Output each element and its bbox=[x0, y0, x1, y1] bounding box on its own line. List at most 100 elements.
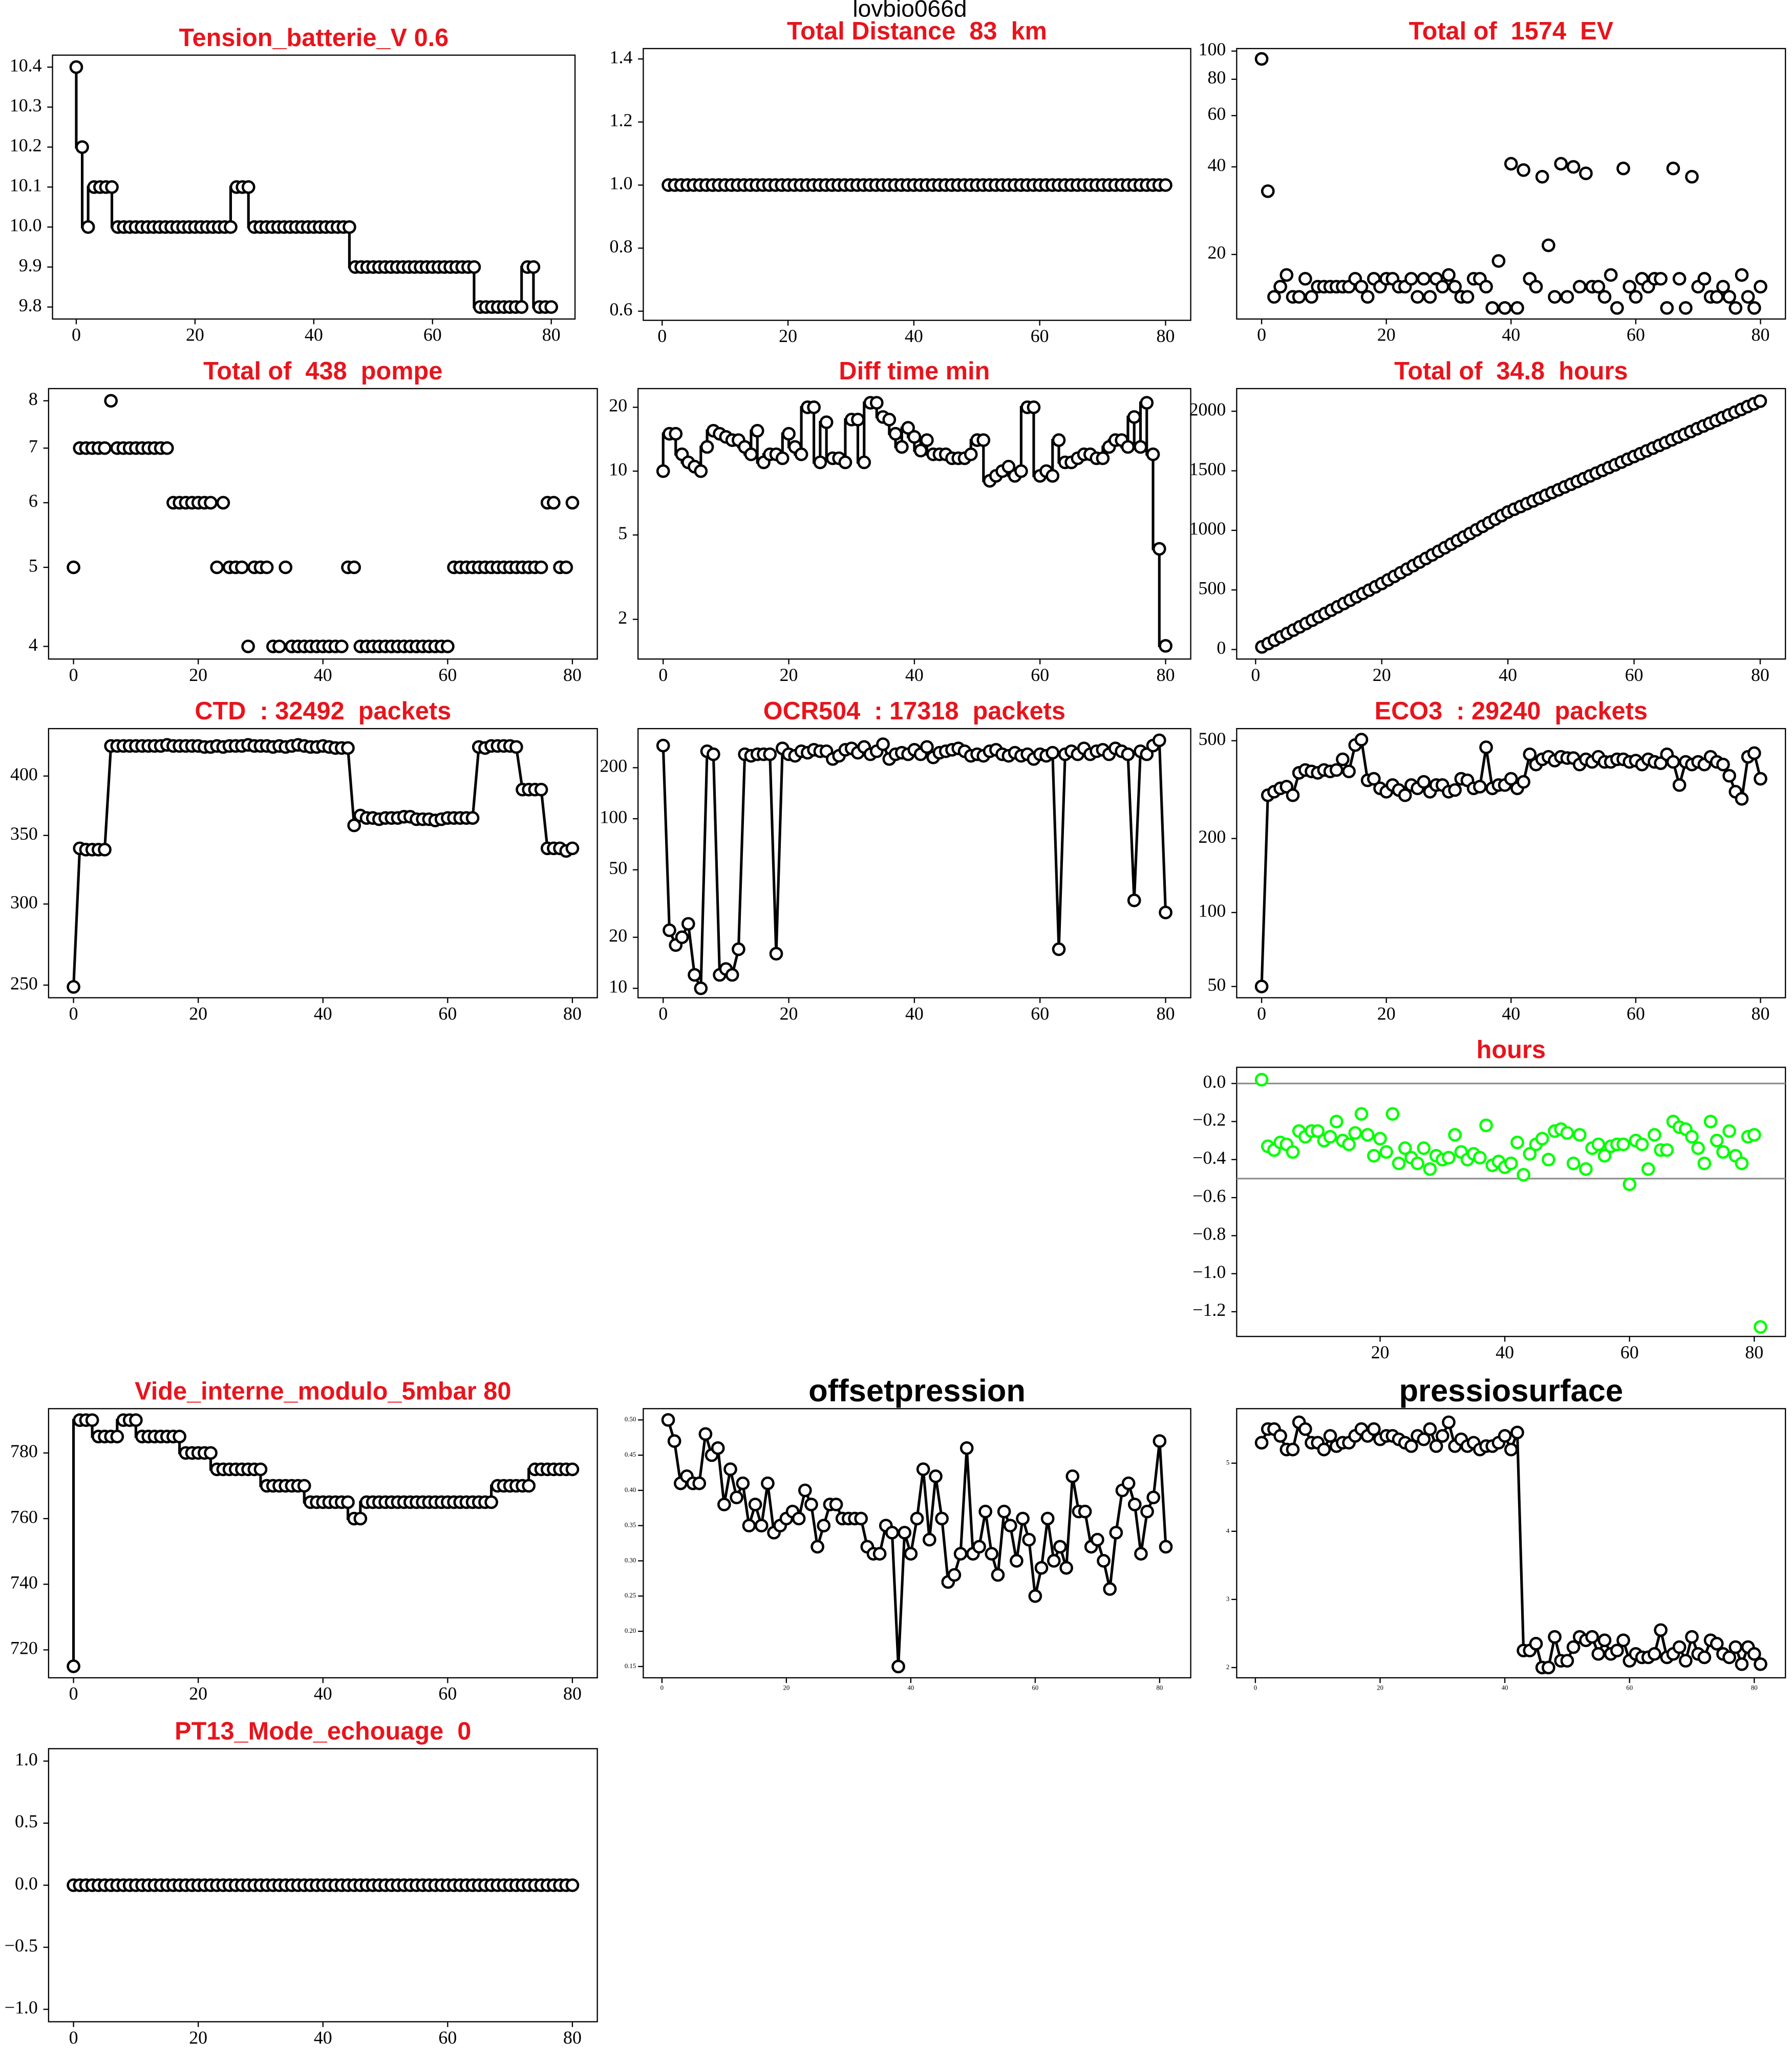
y-tick-label: 5 bbox=[618, 523, 627, 543]
data-point bbox=[1046, 469, 1060, 483]
data-point bbox=[1716, 1145, 1730, 1159]
chart-title: Total of 34.8 hours bbox=[1394, 357, 1628, 385]
x-tick-label: 40 bbox=[305, 325, 323, 345]
data-point bbox=[1096, 451, 1110, 465]
data-point bbox=[1697, 1156, 1712, 1170]
y-tick-label: 4 bbox=[1226, 1527, 1230, 1534]
data-point bbox=[819, 415, 834, 430]
y-tick-label: 1500 bbox=[1189, 459, 1226, 479]
data-point bbox=[1754, 1657, 1767, 1671]
y-tick-label: 0.0 bbox=[15, 1873, 38, 1893]
data-point bbox=[1286, 1145, 1300, 1159]
data-point bbox=[1591, 280, 1606, 294]
x-tick-label: 40 bbox=[314, 2027, 332, 2047]
data-point bbox=[1442, 268, 1456, 282]
data-point bbox=[1442, 1415, 1456, 1430]
data-point bbox=[813, 455, 827, 470]
data-point bbox=[711, 1441, 725, 1455]
x-tick-label: 0 bbox=[1257, 325, 1266, 345]
x-tick-label: 0 bbox=[660, 1684, 664, 1691]
data-point bbox=[1286, 1442, 1300, 1457]
data-point bbox=[1398, 788, 1412, 802]
data-point bbox=[565, 841, 580, 856]
data-point bbox=[1342, 764, 1356, 779]
y-tick-label: 20 bbox=[609, 395, 627, 416]
data-point bbox=[1028, 1589, 1042, 1603]
data-point bbox=[1159, 1540, 1173, 1554]
axes-frame bbox=[48, 388, 598, 660]
x-tick-label: 20 bbox=[1371, 1342, 1390, 1362]
x-tick-label: 80 bbox=[563, 1683, 582, 1704]
data-point bbox=[838, 455, 852, 470]
y-tick-label: −0.2 bbox=[1192, 1110, 1226, 1130]
data-point bbox=[1065, 1469, 1080, 1483]
y-tick-label: −1.2 bbox=[1192, 1299, 1226, 1320]
chart-title: Tension_batterie_V 0.6 bbox=[179, 24, 449, 52]
data-point bbox=[204, 1446, 218, 1460]
data-point bbox=[794, 447, 808, 461]
data-point bbox=[694, 981, 708, 995]
data-point bbox=[467, 260, 481, 274]
data-point bbox=[1579, 166, 1593, 180]
data-point bbox=[959, 1441, 974, 1455]
x-tick-label: 0 bbox=[658, 1003, 668, 1023]
y-tick-label: −1.0 bbox=[1192, 1262, 1226, 1282]
data-point bbox=[922, 1532, 936, 1547]
data-point bbox=[353, 1511, 368, 1526]
data-point bbox=[1417, 1141, 1431, 1155]
data-point bbox=[1654, 1623, 1668, 1637]
data-point bbox=[297, 1479, 311, 1493]
y-tick-label: 760 bbox=[10, 1506, 38, 1527]
data-point bbox=[891, 1659, 905, 1674]
data-point bbox=[1672, 778, 1687, 792]
data-point bbox=[1572, 280, 1587, 294]
x-tick-label: 80 bbox=[563, 1003, 582, 1023]
data-point bbox=[1747, 301, 1761, 315]
y-tick-label: 10 bbox=[609, 976, 627, 997]
x-tick-label: 20 bbox=[1377, 325, 1396, 345]
data-point bbox=[1566, 160, 1581, 174]
chart-title: offsetpression bbox=[808, 1373, 1026, 1409]
data-point bbox=[1016, 1511, 1030, 1526]
data-point bbox=[341, 1495, 355, 1509]
data-point bbox=[1648, 1128, 1661, 1142]
data-point bbox=[1273, 280, 1287, 294]
data-point bbox=[1504, 772, 1518, 786]
data-point bbox=[744, 447, 758, 461]
y-tick-label: 500 bbox=[1199, 578, 1226, 598]
y-tick-label: 9.9 bbox=[19, 255, 42, 275]
data-point bbox=[882, 413, 897, 426]
data-point bbox=[1052, 942, 1066, 956]
data-point bbox=[898, 1526, 912, 1540]
y-tick-label: 10.2 bbox=[10, 135, 42, 156]
data-point bbox=[1542, 238, 1555, 252]
x-tick-label: 0 bbox=[69, 665, 78, 685]
data-point bbox=[769, 947, 783, 961]
x-tick-label: 80 bbox=[1157, 1003, 1175, 1023]
data-point bbox=[1411, 1156, 1424, 1170]
data-point bbox=[920, 740, 934, 754]
data-point bbox=[1542, 1153, 1555, 1167]
y-tick-label: 6 bbox=[29, 490, 38, 511]
data-point bbox=[1548, 290, 1562, 304]
y-tick-label: 300 bbox=[10, 892, 38, 912]
data-point bbox=[698, 1427, 713, 1441]
data-point bbox=[484, 1495, 498, 1509]
data-point bbox=[1678, 301, 1693, 315]
data-point bbox=[857, 455, 871, 470]
data-point bbox=[1121, 747, 1135, 761]
data-point bbox=[565, 1878, 580, 1892]
data-point bbox=[341, 741, 355, 755]
chart-title: hours bbox=[1477, 1036, 1546, 1064]
data-point bbox=[1435, 1429, 1449, 1443]
x-tick-label: 80 bbox=[1752, 1003, 1770, 1023]
data-point bbox=[1404, 1439, 1418, 1453]
data-point bbox=[916, 1462, 930, 1476]
data-point bbox=[1729, 301, 1743, 315]
data-point bbox=[1022, 1532, 1036, 1547]
y-tick-label: 5 bbox=[29, 555, 38, 575]
y-tick-label: −0.4 bbox=[1192, 1147, 1226, 1168]
data-point bbox=[1616, 1137, 1630, 1151]
data-point bbox=[1566, 1640, 1581, 1654]
